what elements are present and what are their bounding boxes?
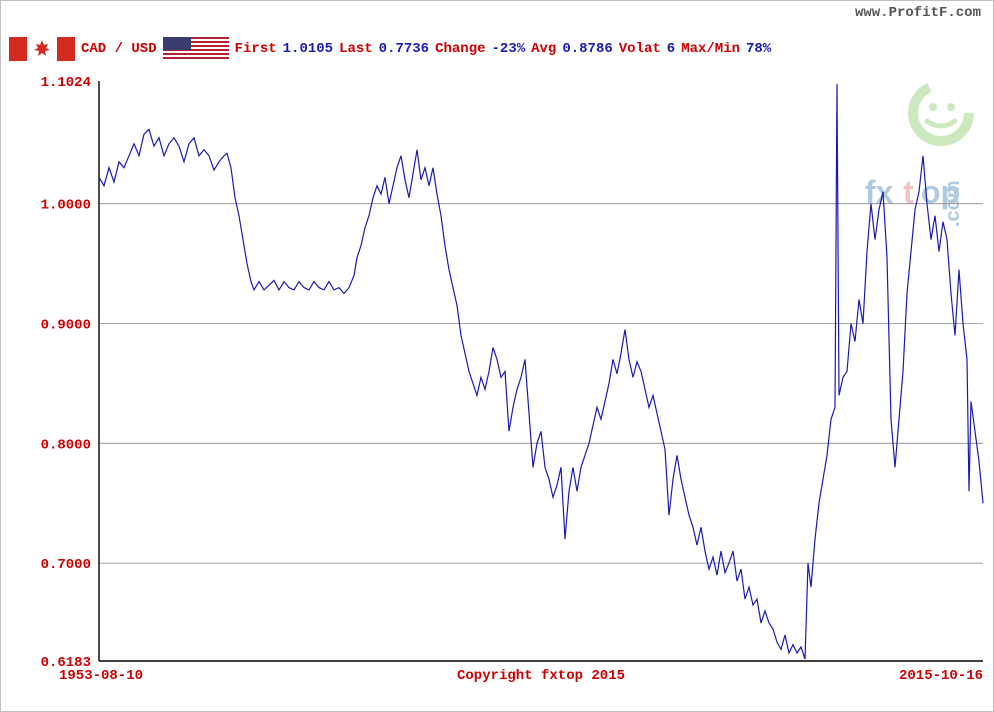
svg-text:1.0000: 1.0000 (41, 198, 91, 214)
price-chart: 0.70000.80000.90001.00001.10240.61831953… (1, 37, 994, 697)
svg-text:Copyright fxtop 2015: Copyright fxtop 2015 (457, 668, 625, 684)
svg-text:2015-10-16: 2015-10-16 (899, 668, 983, 684)
svg-text:1.1024: 1.1024 (41, 75, 91, 91)
svg-text:0.8000: 0.8000 (41, 437, 91, 453)
svg-text:0.7000: 0.7000 (41, 557, 91, 573)
svg-text:1953-08-10: 1953-08-10 (59, 668, 143, 684)
svg-text:0.9000: 0.9000 (41, 317, 91, 333)
attribution-label: www.ProfitF.com (855, 5, 981, 21)
